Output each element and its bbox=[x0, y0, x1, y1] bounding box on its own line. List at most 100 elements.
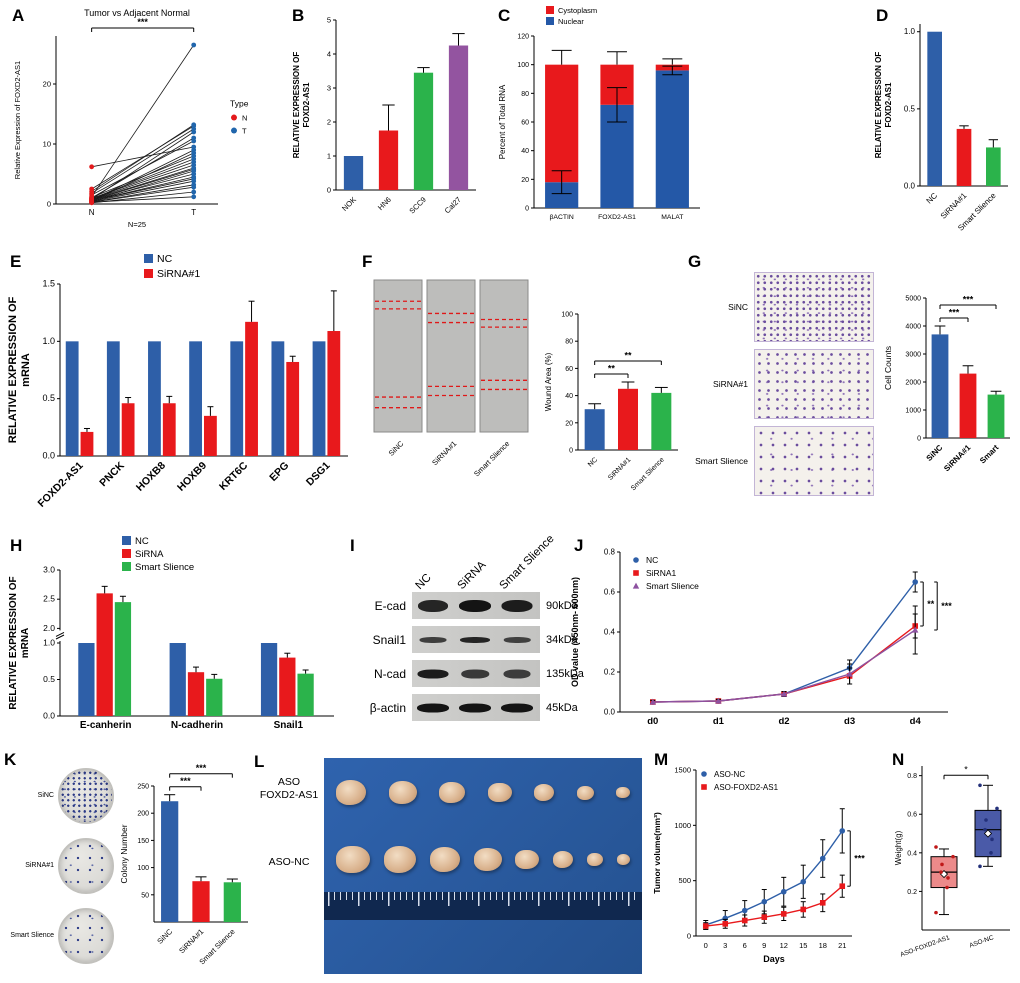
svg-text:NC: NC bbox=[646, 555, 658, 565]
blot-strip bbox=[412, 626, 540, 653]
svg-text:4: 4 bbox=[327, 50, 331, 59]
blot-band bbox=[460, 636, 490, 643]
tumor-specimen bbox=[553, 851, 574, 868]
svg-text:Snail1: Snail1 bbox=[274, 720, 304, 731]
tumor-specimen bbox=[515, 849, 540, 870]
rna-localization-stacked-bar: 0 20 40 60 80 100 120 Percent of Total RNA Cysto… bbox=[496, 4, 708, 240]
svg-text:100: 100 bbox=[561, 312, 573, 319]
blot-band bbox=[459, 599, 491, 612]
svg-text:0.2: 0.2 bbox=[907, 889, 917, 896]
colony-dish-label: SiNC bbox=[37, 792, 54, 800]
svg-text:0: 0 bbox=[47, 200, 51, 209]
svg-text:1.0: 1.0 bbox=[904, 27, 916, 36]
svg-text:SiRNA#1: SiRNA#1 bbox=[939, 191, 969, 221]
panel-letter-e: E bbox=[10, 252, 22, 271]
transwell-label: SiRNA#1 bbox=[713, 379, 748, 389]
svg-text:d3: d3 bbox=[844, 716, 855, 727]
svg-text:0: 0 bbox=[569, 448, 573, 455]
panel-b: B 0 1 2 3 4 5 RELATIVE EXPRESSION OF FOXD2-AS1 N… bbox=[288, 2, 484, 242]
svg-text:ASO-FOXD2-AS1: ASO-FOXD2-AS1 bbox=[899, 934, 951, 958]
svg-text:Smart Slience: Smart Slience bbox=[472, 439, 511, 478]
svg-text:OD value (450nm- 600nm): OD value (450nm- 600nm) bbox=[570, 577, 580, 687]
svg-text:MALAT: MALAT bbox=[661, 214, 683, 221]
panel-letter-h: H bbox=[10, 536, 23, 555]
svg-text:0.0: 0.0 bbox=[42, 451, 55, 461]
svg-text:0: 0 bbox=[525, 206, 529, 213]
transwell-image bbox=[754, 426, 874, 496]
svg-text:N=25: N=25 bbox=[128, 220, 146, 229]
blot-strip bbox=[412, 592, 540, 619]
blot-row: N-cad 135kDa bbox=[354, 660, 584, 687]
svg-text:***: *** bbox=[196, 763, 207, 773]
panel-d: D 0.0 0.5 1.0 RELATIVE EXPRESSION OF FOXD2-A… bbox=[870, 2, 1020, 254]
wound-area-bar-chart: 0 20 40 60 80 100 Wound Area (%) NC SiRNA#1 Smart… bbox=[542, 280, 684, 496]
panel-letter-b: B bbox=[292, 6, 305, 25]
svg-text:60: 60 bbox=[565, 366, 573, 373]
tumor-group-label-aso-foxd2: ASO FOXD2-AS1 bbox=[256, 776, 322, 802]
svg-text:18: 18 bbox=[819, 941, 827, 950]
plot-svg: 0 20 40 60 80 100 Wound Area (%) NC SiRNA#1Smart… bbox=[544, 312, 678, 492]
svg-text:20: 20 bbox=[43, 80, 51, 89]
svg-text:80: 80 bbox=[565, 339, 573, 346]
svg-text:SCC9: SCC9 bbox=[407, 195, 428, 216]
tumor-weight-boxplot: 0.2 0.4 0.6 0.8 Weight(g) ASO-FOXD2-AS1 ASO-NC… bbox=[892, 752, 1016, 978]
blot-band bbox=[501, 703, 533, 712]
svg-text:*: * bbox=[964, 764, 968, 774]
knockdown-efficiency-bar-chart: 0.0 0.5 1.0 RELATIVE EXPRESSION OF FOXD2-AS1… bbox=[872, 4, 1018, 252]
wound-images-svg: SiNC SiRNA#1 Smart Slience bbox=[373, 279, 529, 478]
svg-text:PNCK: PNCK bbox=[97, 459, 127, 489]
svg-text:60: 60 bbox=[521, 120, 529, 127]
svg-text:RELATIVE EXPRESSION OF: RELATIVE EXPRESSION OF bbox=[7, 296, 19, 443]
svg-text:FOXD2-AS1: FOXD2-AS1 bbox=[36, 460, 86, 510]
tumor-specimen bbox=[576, 785, 594, 800]
blot-band bbox=[503, 669, 531, 678]
svg-text:100: 100 bbox=[137, 865, 149, 872]
ruler-ticks bbox=[328, 891, 638, 906]
svg-text:d0: d0 bbox=[647, 716, 658, 727]
plot-svg: 0.0 0.5 1.0 RELATIVE EXPRESSION OF FOXD2-AS1… bbox=[874, 24, 1008, 233]
svg-text:E-canherin: E-canherin bbox=[80, 720, 132, 731]
blot-lane-label: SiRNA bbox=[455, 559, 489, 592]
blot-protein-label: β-actin bbox=[369, 700, 406, 715]
plot-svg: 0 20 40 60 80 100 120 Percent of Total RNA Cysto… bbox=[498, 6, 700, 221]
svg-text:SiNC: SiNC bbox=[387, 439, 406, 458]
svg-text:20: 20 bbox=[565, 420, 573, 427]
svg-text:d1: d1 bbox=[713, 716, 725, 727]
plot-svg: 0.2 0.4 0.6 0.8 Weight(g) ASO-FOXD2-AS1 ASO-NC… bbox=[894, 764, 1010, 959]
svg-text:500: 500 bbox=[678, 876, 691, 885]
wound-healing-images: SiNC SiRNA#1 Smart Slience bbox=[373, 278, 539, 510]
svg-text:10: 10 bbox=[43, 140, 51, 149]
svg-text:40: 40 bbox=[521, 148, 529, 155]
svg-text:SiRNA#1: SiRNA#1 bbox=[157, 268, 200, 280]
panel-a: A 0 10 20 Relative Expression of FOXD2-AS1 T… bbox=[6, 2, 282, 242]
plot-svg: 0.0 0.5 1.0 1.5 RELATIVE EXPRESSION OF mRNA FO… bbox=[7, 253, 348, 510]
plot-svg: 0 1000 2000 3000 4000 5000 Cell Counts SiNCSiRN… bbox=[883, 295, 1010, 473]
svg-text:4000: 4000 bbox=[905, 324, 921, 331]
svg-text:3: 3 bbox=[723, 941, 727, 950]
svg-text:SiRNA: SiRNA bbox=[135, 549, 164, 560]
panel-i: I NC SiRNA Smart Slience E-cad 90kDa Snail1 34… bbox=[348, 532, 584, 748]
blot-lane-label: Smart Slience bbox=[497, 532, 557, 592]
svg-text:100: 100 bbox=[517, 62, 529, 69]
svg-text:ASO-NC: ASO-NC bbox=[969, 934, 995, 949]
svg-text:ASO-FOXD2-AS1: ASO-FOXD2-AS1 bbox=[714, 783, 779, 792]
svg-text:0.6: 0.6 bbox=[907, 812, 917, 819]
svg-text:0: 0 bbox=[327, 186, 331, 195]
svg-text:0.0: 0.0 bbox=[43, 711, 55, 721]
tumor-specimen bbox=[487, 782, 512, 803]
panel-k: K SiNC SiRNA#1 Smart Slience 50 100 150 200 25… bbox=[2, 750, 254, 980]
svg-text:***: *** bbox=[137, 17, 148, 27]
svg-text:DSG1: DSG1 bbox=[304, 460, 333, 489]
panel-letter-i: I bbox=[350, 536, 355, 555]
panel-n: N 0.2 0.4 0.6 0.8 Weight(g) ASO-FOXD2-AS1 ASO-… bbox=[890, 750, 1018, 980]
svg-text:50: 50 bbox=[141, 892, 149, 899]
svg-text:Type: Type bbox=[230, 99, 249, 109]
colony-dish-image bbox=[58, 768, 114, 824]
svg-text:SiRNA1: SiRNA1 bbox=[646, 568, 677, 578]
svg-text:Smart Slience: Smart Slience bbox=[646, 581, 699, 591]
svg-text:Smart Slience: Smart Slience bbox=[135, 562, 194, 573]
panel-c: C 0 20 40 60 80 100 120 Percent of Total RNA Cys… bbox=[494, 2, 708, 242]
svg-text:5: 5 bbox=[327, 16, 331, 25]
svg-text:***: *** bbox=[180, 776, 191, 786]
svg-text:15: 15 bbox=[799, 941, 807, 950]
